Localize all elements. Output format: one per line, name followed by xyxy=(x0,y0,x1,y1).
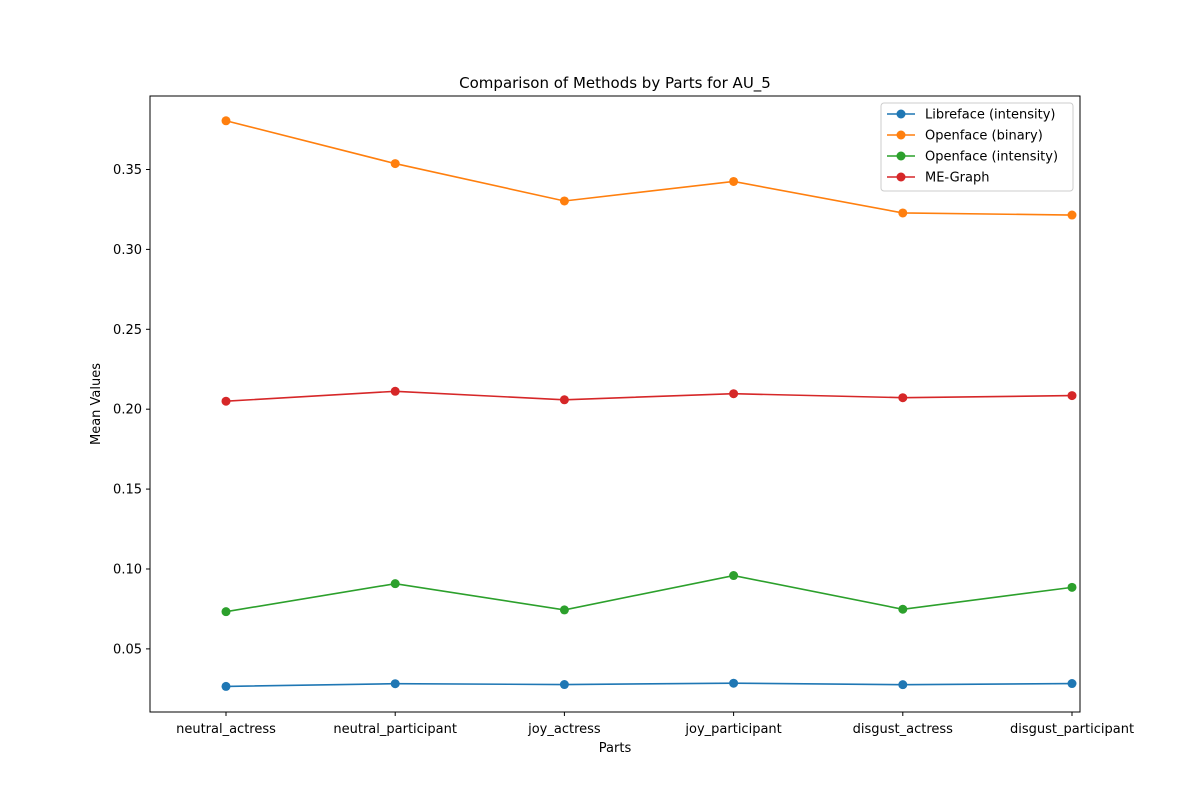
legend-marker xyxy=(896,130,906,140)
legend-label: Libreface (intensity) xyxy=(925,108,1056,123)
x-tick-label: neutral_participant xyxy=(333,722,457,737)
data-point xyxy=(390,386,400,396)
data-point xyxy=(1067,679,1077,689)
data-point xyxy=(898,604,908,614)
data-point xyxy=(390,159,400,169)
data-point xyxy=(221,116,231,126)
series-line xyxy=(225,574,1073,613)
x-axis-label: Parts xyxy=(599,741,632,756)
plot-frame xyxy=(149,95,1081,713)
data-point xyxy=(898,393,908,403)
data-point xyxy=(1067,582,1077,592)
data-point xyxy=(559,196,569,206)
y-tick-label: 0.30 xyxy=(113,243,142,258)
legend-label: Openface (intensity) xyxy=(925,150,1058,165)
data-point xyxy=(221,396,231,406)
x-tick-label: disgust_actress xyxy=(853,722,954,737)
series-line xyxy=(225,390,1073,403)
data-point xyxy=(1067,210,1077,220)
data-point xyxy=(559,680,569,690)
series-line xyxy=(225,682,1073,688)
legend-label: Openface (binary) xyxy=(925,129,1043,144)
legend-label: ME-Graph xyxy=(925,171,989,186)
y-axis-label: Mean Values xyxy=(89,363,104,445)
x-tick-label: joy_participant xyxy=(684,722,781,737)
y-tick-label: 0.10 xyxy=(113,562,142,577)
legend-marker xyxy=(896,109,906,119)
data-point xyxy=(729,389,739,399)
y-tick-label: 0.20 xyxy=(113,403,142,418)
legend-marker xyxy=(896,172,906,182)
data-point xyxy=(221,681,231,691)
y-tick-label: 0.25 xyxy=(113,323,142,338)
x-tick-label: disgust_participant xyxy=(1010,722,1134,737)
data-point xyxy=(898,680,908,690)
data-point xyxy=(559,605,569,615)
data-point xyxy=(1067,391,1077,401)
legend-box xyxy=(880,102,1074,192)
x-tick-label: joy_actress xyxy=(527,722,601,737)
y-tick-label: 0.15 xyxy=(113,483,142,498)
y-tick-label: 0.35 xyxy=(113,163,142,178)
legend-marker xyxy=(896,151,906,161)
data-point xyxy=(559,395,569,405)
plot-area: 0.05 0.10 0.15 0.20 0.25 0.30 0.35 neutral_actr… xyxy=(113,95,1134,737)
x-tick-label: neutral_actress xyxy=(176,722,276,737)
data-point xyxy=(729,176,739,186)
data-point xyxy=(729,571,739,581)
data-point xyxy=(898,208,908,218)
data-point xyxy=(390,679,400,689)
chart-title: Comparison of Methods by Parts for AU_5 xyxy=(459,74,771,93)
y-tick-label: 0.05 xyxy=(113,642,142,657)
series-line xyxy=(225,119,1073,216)
legend: Libreface (intensity) Openface (binary) Op… xyxy=(880,102,1074,192)
data-point xyxy=(729,678,739,688)
data-point xyxy=(390,579,400,589)
data-point xyxy=(221,607,231,617)
